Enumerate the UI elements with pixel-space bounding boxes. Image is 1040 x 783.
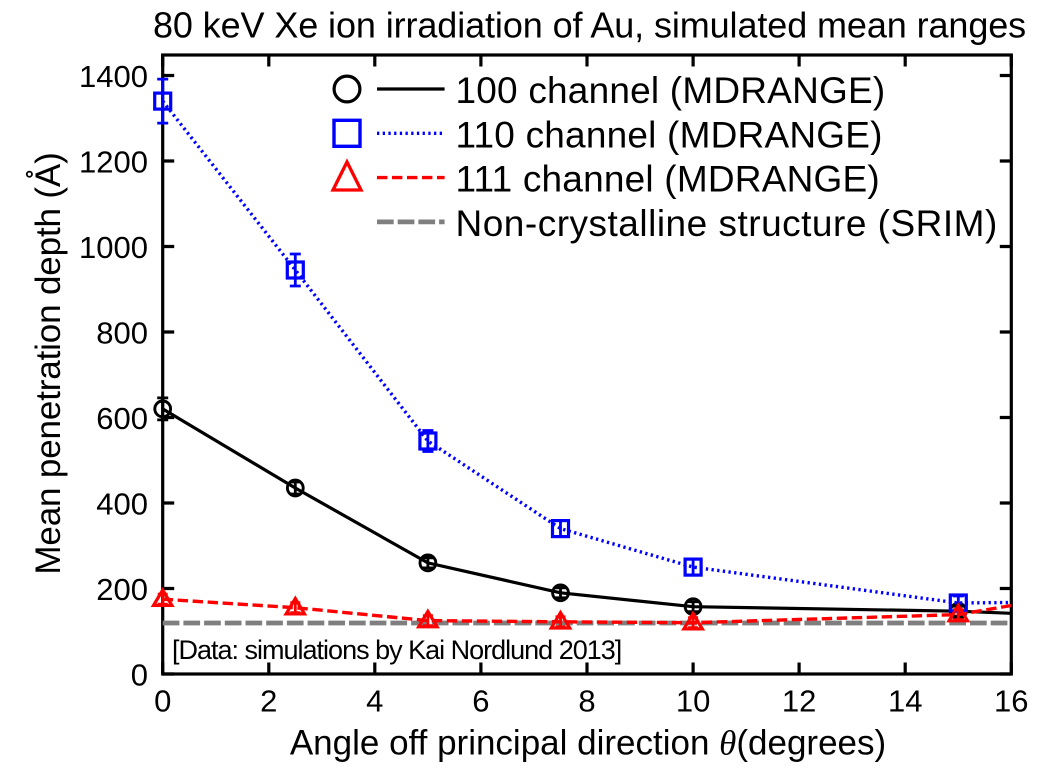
- svg-text:[Data: simulations by Kai Nord: [Data: simulations by Kai Nordlund 2013]: [172, 635, 621, 665]
- svg-text:6: 6: [472, 684, 489, 719]
- svg-text:4: 4: [366, 684, 383, 719]
- svg-text:100 channel (MDRANGE): 100 channel (MDRANGE): [456, 70, 886, 111]
- svg-text:Mean penetration depth (A): Mean penetration depth (A): [29, 152, 68, 574]
- svg-text:111 channel (MDRANGE): 111 channel (MDRANGE): [456, 159, 880, 200]
- svg-text:800: 800: [96, 315, 148, 350]
- svg-text:Angle off principal direction: Angle off principal direction θ(degrees): [290, 724, 886, 763]
- svg-text:110 channel (MDRANGE): 110 channel (MDRANGE): [456, 114, 883, 155]
- svg-text:200: 200: [96, 572, 148, 607]
- svg-text:10: 10: [676, 684, 710, 719]
- svg-text:400: 400: [96, 486, 148, 521]
- svg-text:1400: 1400: [79, 59, 148, 94]
- svg-text:80 keV Xe ion irradiation of A: 80 keV Xe ion irradiation of Au, simulat…: [153, 5, 1026, 46]
- svg-text:2: 2: [260, 684, 277, 719]
- svg-text:8: 8: [578, 684, 595, 719]
- svg-text:16: 16: [994, 684, 1028, 719]
- svg-text:Non-crystalline structure (SRI: Non-crystalline structure (SRIM): [456, 203, 998, 244]
- svg-text:14: 14: [888, 684, 922, 719]
- svg-text:600: 600: [96, 401, 148, 436]
- svg-text:1200: 1200: [79, 144, 148, 179]
- svg-text:0: 0: [154, 684, 171, 719]
- svg-text:12: 12: [782, 684, 816, 719]
- svg-text:1000: 1000: [79, 230, 148, 265]
- svg-text:0: 0: [131, 657, 148, 692]
